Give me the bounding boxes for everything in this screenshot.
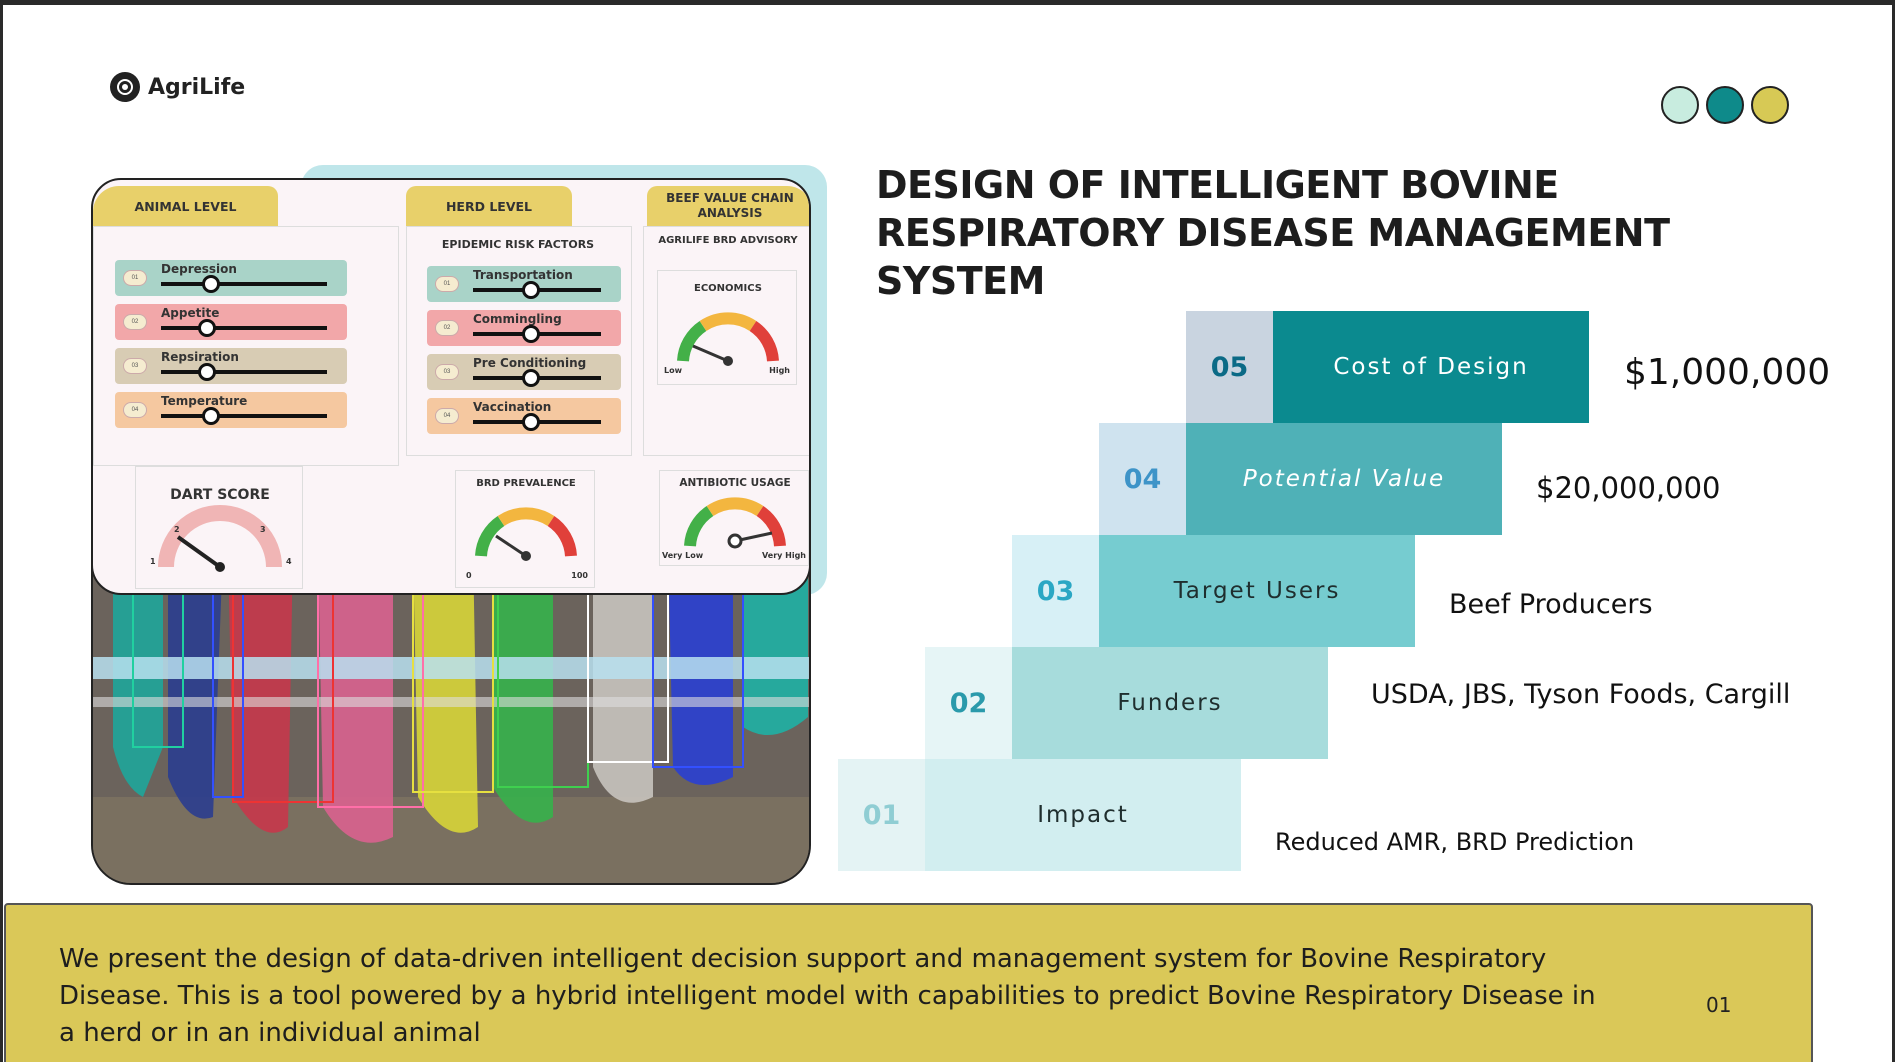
step-bar-funders: Funders — [1012, 647, 1328, 759]
slider-label: Commingling — [473, 312, 562, 326]
logo-text: AgriLife — [148, 74, 246, 100]
animal-panel — [93, 226, 399, 466]
slider-label: Pre Conditioning — [473, 356, 587, 370]
slider-knob[interactable] — [201, 407, 220, 425]
dart-score-gauge: DART SCORE 1 2 3 4 — [135, 466, 303, 589]
footer-banner: We present the design of data-driven int… — [4, 903, 1813, 1062]
step-bar-impact: Impact — [925, 759, 1241, 871]
step-number-04: 04 — [1099, 423, 1186, 535]
logo: AgriLife — [110, 72, 245, 102]
advisory-panel — [643, 226, 809, 456]
tab-beef-value-chain[interactable]: BEEF VALUE CHAIN ANALYSIS — [647, 186, 809, 226]
slider-number-badge: 01 — [123, 270, 147, 286]
step-number-03: 03 — [1012, 535, 1099, 647]
advisory-title: AGRILIFE BRD ADVISORY — [658, 235, 798, 246]
step-value-05: $1,000,000 — [1624, 352, 1831, 393]
slider-track[interactable] — [161, 326, 327, 330]
slider-number-badge: 03 — [123, 358, 147, 374]
cattle-detection-photo — [91, 545, 811, 885]
economics-gauge-arc — [677, 312, 779, 366]
slider-repsiration[interactable]: 03 Repsiration — [115, 348, 347, 384]
slider-number-badge: 03 — [435, 364, 459, 380]
slider-number-badge: 02 — [435, 320, 459, 336]
brd-gauge-arc — [475, 507, 577, 561]
slider-knob[interactable] — [521, 369, 540, 387]
economics-high-label: High — [769, 366, 790, 375]
slide: AgriLife DESIGN OF INTELLIGENT BOVINE RE… — [3, 5, 1892, 1062]
antibiotic-min-label: Very Low — [662, 551, 704, 560]
antibiotic-max-label: Very High — [762, 551, 806, 560]
slider-label: Vaccination — [473, 400, 552, 414]
step-bar-target-users: Target Users — [1099, 535, 1415, 647]
brd-prevalence-title: BRD PREVALENCE — [476, 478, 576, 489]
cattle-photo-graphic — [93, 547, 809, 883]
slider-knob[interactable] — [521, 325, 540, 343]
slider-label: Transportation — [473, 268, 573, 282]
slider-depression[interactable]: 01 Depression — [115, 260, 347, 296]
economics-gauge: ECONOMICS Low High — [657, 270, 797, 385]
slider-track[interactable] — [161, 370, 327, 374]
economics-title: ECONOMICS — [694, 283, 762, 294]
slider-track[interactable] — [161, 414, 327, 418]
epidemic-title: EPIDEMIC RISK FACTORS — [441, 238, 595, 251]
slider-knob[interactable] — [198, 363, 217, 381]
slider-number-badge: 01 — [435, 276, 459, 292]
slider-number-badge: 02 — [123, 314, 147, 330]
antibiotic-gauge-arc — [684, 497, 786, 549]
agrilife-logo-icon — [110, 72, 140, 102]
slider-commingling[interactable]: 02 Commingling — [427, 310, 621, 346]
step-number-01: 01 — [838, 759, 925, 871]
slider-vaccination[interactable]: 04 Vaccination — [427, 398, 621, 434]
page-number: 01 — [1706, 993, 1732, 1017]
slider-knob[interactable] — [521, 413, 540, 431]
antibiotic-title: ANTIBIOTIC USAGE — [679, 477, 791, 489]
step-bar-potential-value: Potential Value — [1186, 423, 1502, 535]
slider-pre-conditioning[interactable]: 03 Pre Conditioning — [427, 354, 621, 390]
dart-tick-2: 2 — [174, 525, 180, 534]
slider-transportation[interactable]: 01 Transportation — [427, 266, 621, 302]
slider-knob[interactable] — [521, 281, 540, 299]
herd-panel — [406, 226, 632, 456]
dart-gauge-arc — [158, 505, 282, 572]
dot-mint — [1661, 86, 1699, 124]
dot-teal — [1706, 86, 1744, 124]
brd-prevalence-gauge: BRD PREVALENCE 0 100 — [455, 470, 595, 588]
slider-appetite[interactable]: 02 Appetite — [115, 304, 347, 340]
dot-gold — [1751, 86, 1789, 124]
slide-title: DESIGN OF INTELLIGENT BOVINE RESPIRATORY… — [876, 163, 1670, 303]
step-value-04: $20,000,000 — [1536, 471, 1721, 505]
brd-min-label: 0 — [466, 571, 472, 580]
step-value-03: Beef Producers — [1449, 589, 1653, 620]
slider-track[interactable] — [161, 282, 327, 286]
slider-knob[interactable] — [201, 275, 220, 293]
slider-number-badge: 04 — [123, 402, 147, 418]
slider-label: Temperature — [161, 394, 248, 408]
dart-tick-1: 1 — [150, 557, 156, 566]
tab-animal-level[interactable]: ANIMAL LEVEL — [93, 186, 278, 226]
tab-herd-level[interactable]: HERD LEVEL — [406, 186, 572, 226]
economics-low-label: Low — [664, 366, 682, 375]
decorative-dots — [1661, 86, 1789, 124]
step-bar-cost-of-design: Cost of Design — [1273, 311, 1589, 423]
step-value-02: USDA, JBS, Tyson Foods, Cargill — [1371, 679, 1791, 710]
brd-max-label: 100 — [571, 571, 588, 580]
slider-label: Appetite — [161, 306, 220, 320]
slider-knob[interactable] — [198, 319, 217, 337]
dashboard-card: ANIMAL LEVEL HERD LEVEL BEEF VALUE CHAIN… — [91, 178, 811, 595]
step-number-05: 05 — [1186, 311, 1273, 423]
step-number-02: 02 — [925, 647, 1012, 759]
slider-label: Repsiration — [161, 350, 239, 364]
dart-tick-3: 3 — [260, 525, 266, 534]
dashboard-collage: ANIMAL LEVEL HERD LEVEL BEEF VALUE CHAIN… — [89, 165, 827, 885]
step-value-01: Reduced AMR, BRD Prediction — [1275, 828, 1635, 856]
slider-temperature[interactable]: 04 Temperature — [115, 392, 347, 428]
dart-score-title: DART SCORE — [170, 487, 270, 503]
slider-label: Depression — [161, 262, 237, 276]
slider-number-badge: 04 — [435, 408, 459, 424]
antibiotic-usage-gauge: ANTIBIOTIC USAGE Very Low Very High — [659, 470, 809, 566]
dart-tick-4: 4 — [286, 557, 292, 566]
footer-description: We present the design of data-driven int… — [59, 944, 1596, 1048]
